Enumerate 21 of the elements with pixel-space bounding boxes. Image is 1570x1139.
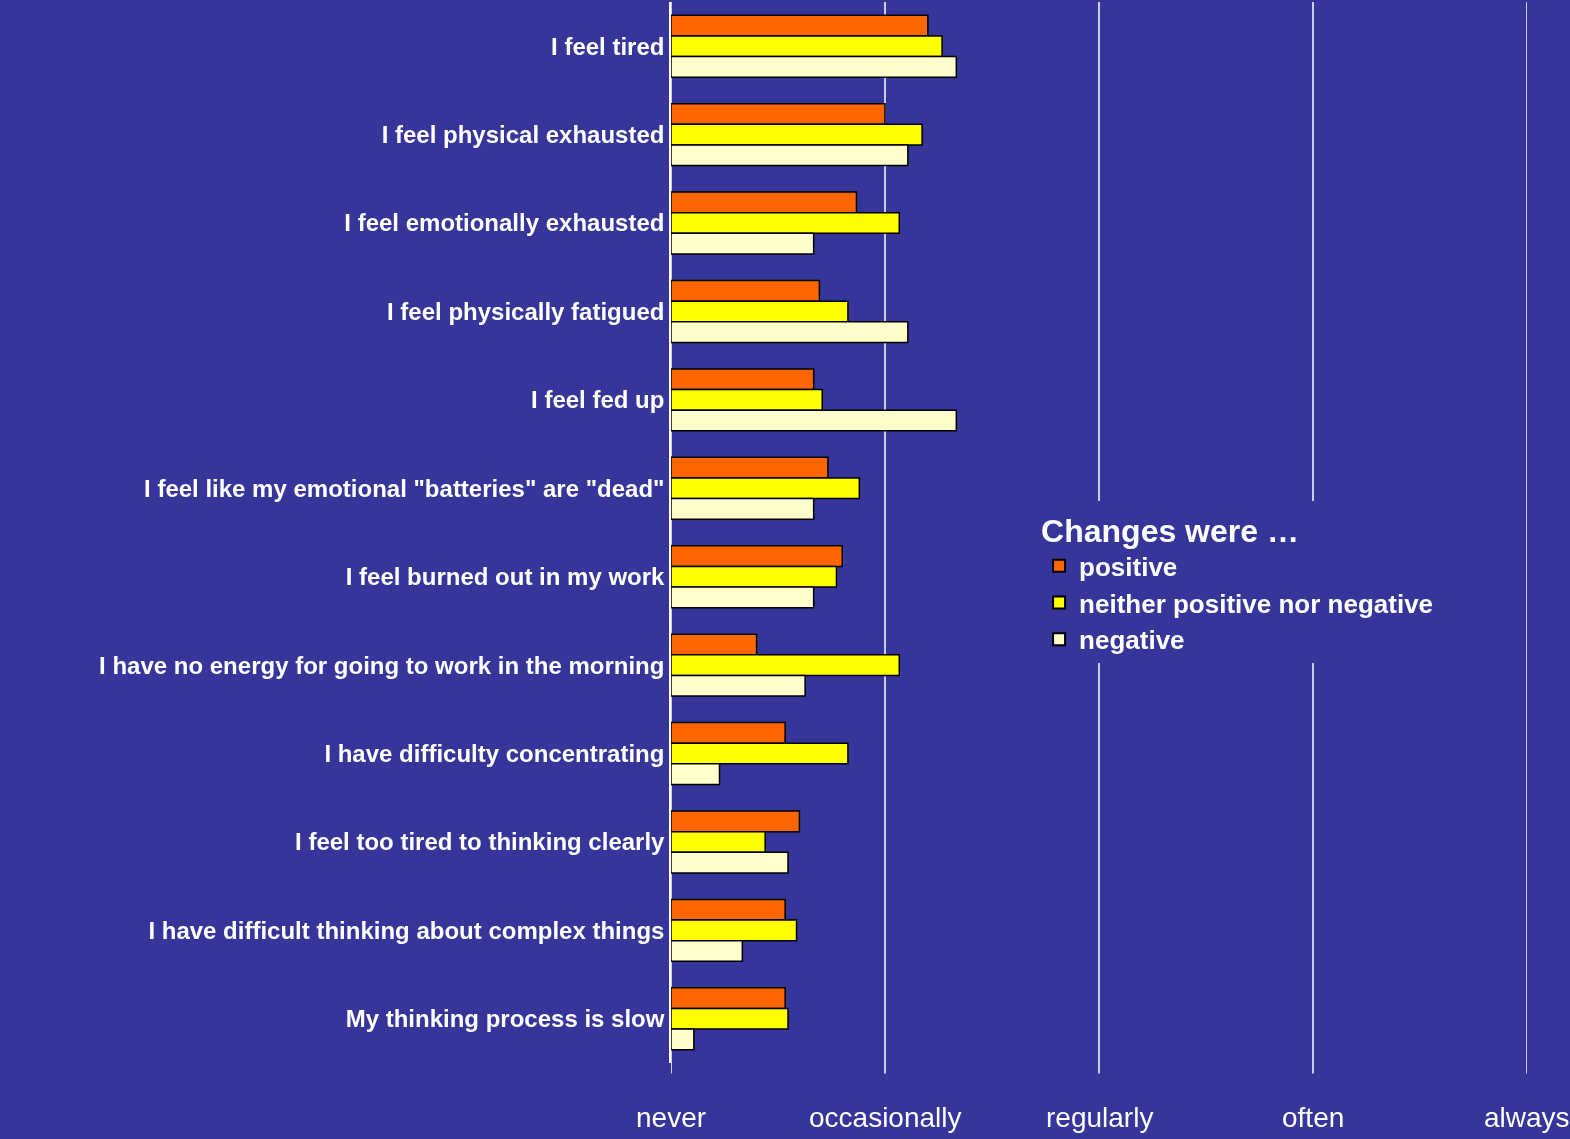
y-tick-label: I have difficult thinking about complex things <box>148 916 665 944</box>
y-tick-label: I feel like my emotional "batteries" are "dead" <box>144 474 665 502</box>
legend-label: positive <box>1079 551 1178 582</box>
legend-label: neither positive nor negative <box>1079 588 1434 619</box>
y-tick-label: I feel emotionally exhausted <box>344 209 665 237</box>
y-tick-label: I feel too tired to thinking clearly <box>295 828 666 856</box>
y-tick-label: I feel tired <box>551 32 665 60</box>
y-tick-label: I feel fed up <box>531 386 665 414</box>
ref-line-label: occasionally <box>809 1102 962 1133</box>
ref-line-label: always <box>1484 1102 1570 1133</box>
y-tick-label: My thinking process is slow <box>345 1005 665 1033</box>
legend-title: Changes were … <box>1041 513 1299 550</box>
y-tick-label: I feel physically fatigued <box>387 297 665 325</box>
ref-line-label: never <box>636 1102 707 1133</box>
legend-label: negative <box>1079 625 1185 656</box>
y-tick-label: I have no energy for going to work in the morning <box>99 651 665 679</box>
y-tick-label: I feel physical exhausted <box>381 121 665 149</box>
y-tick-label: I feel burned out in my work <box>345 563 666 591</box>
ref-line-label: regularly <box>1046 1102 1154 1133</box>
ref-line-label: often <box>1282 1102 1345 1133</box>
y-tick-label: I have difficulty concentrating <box>324 739 665 767</box>
